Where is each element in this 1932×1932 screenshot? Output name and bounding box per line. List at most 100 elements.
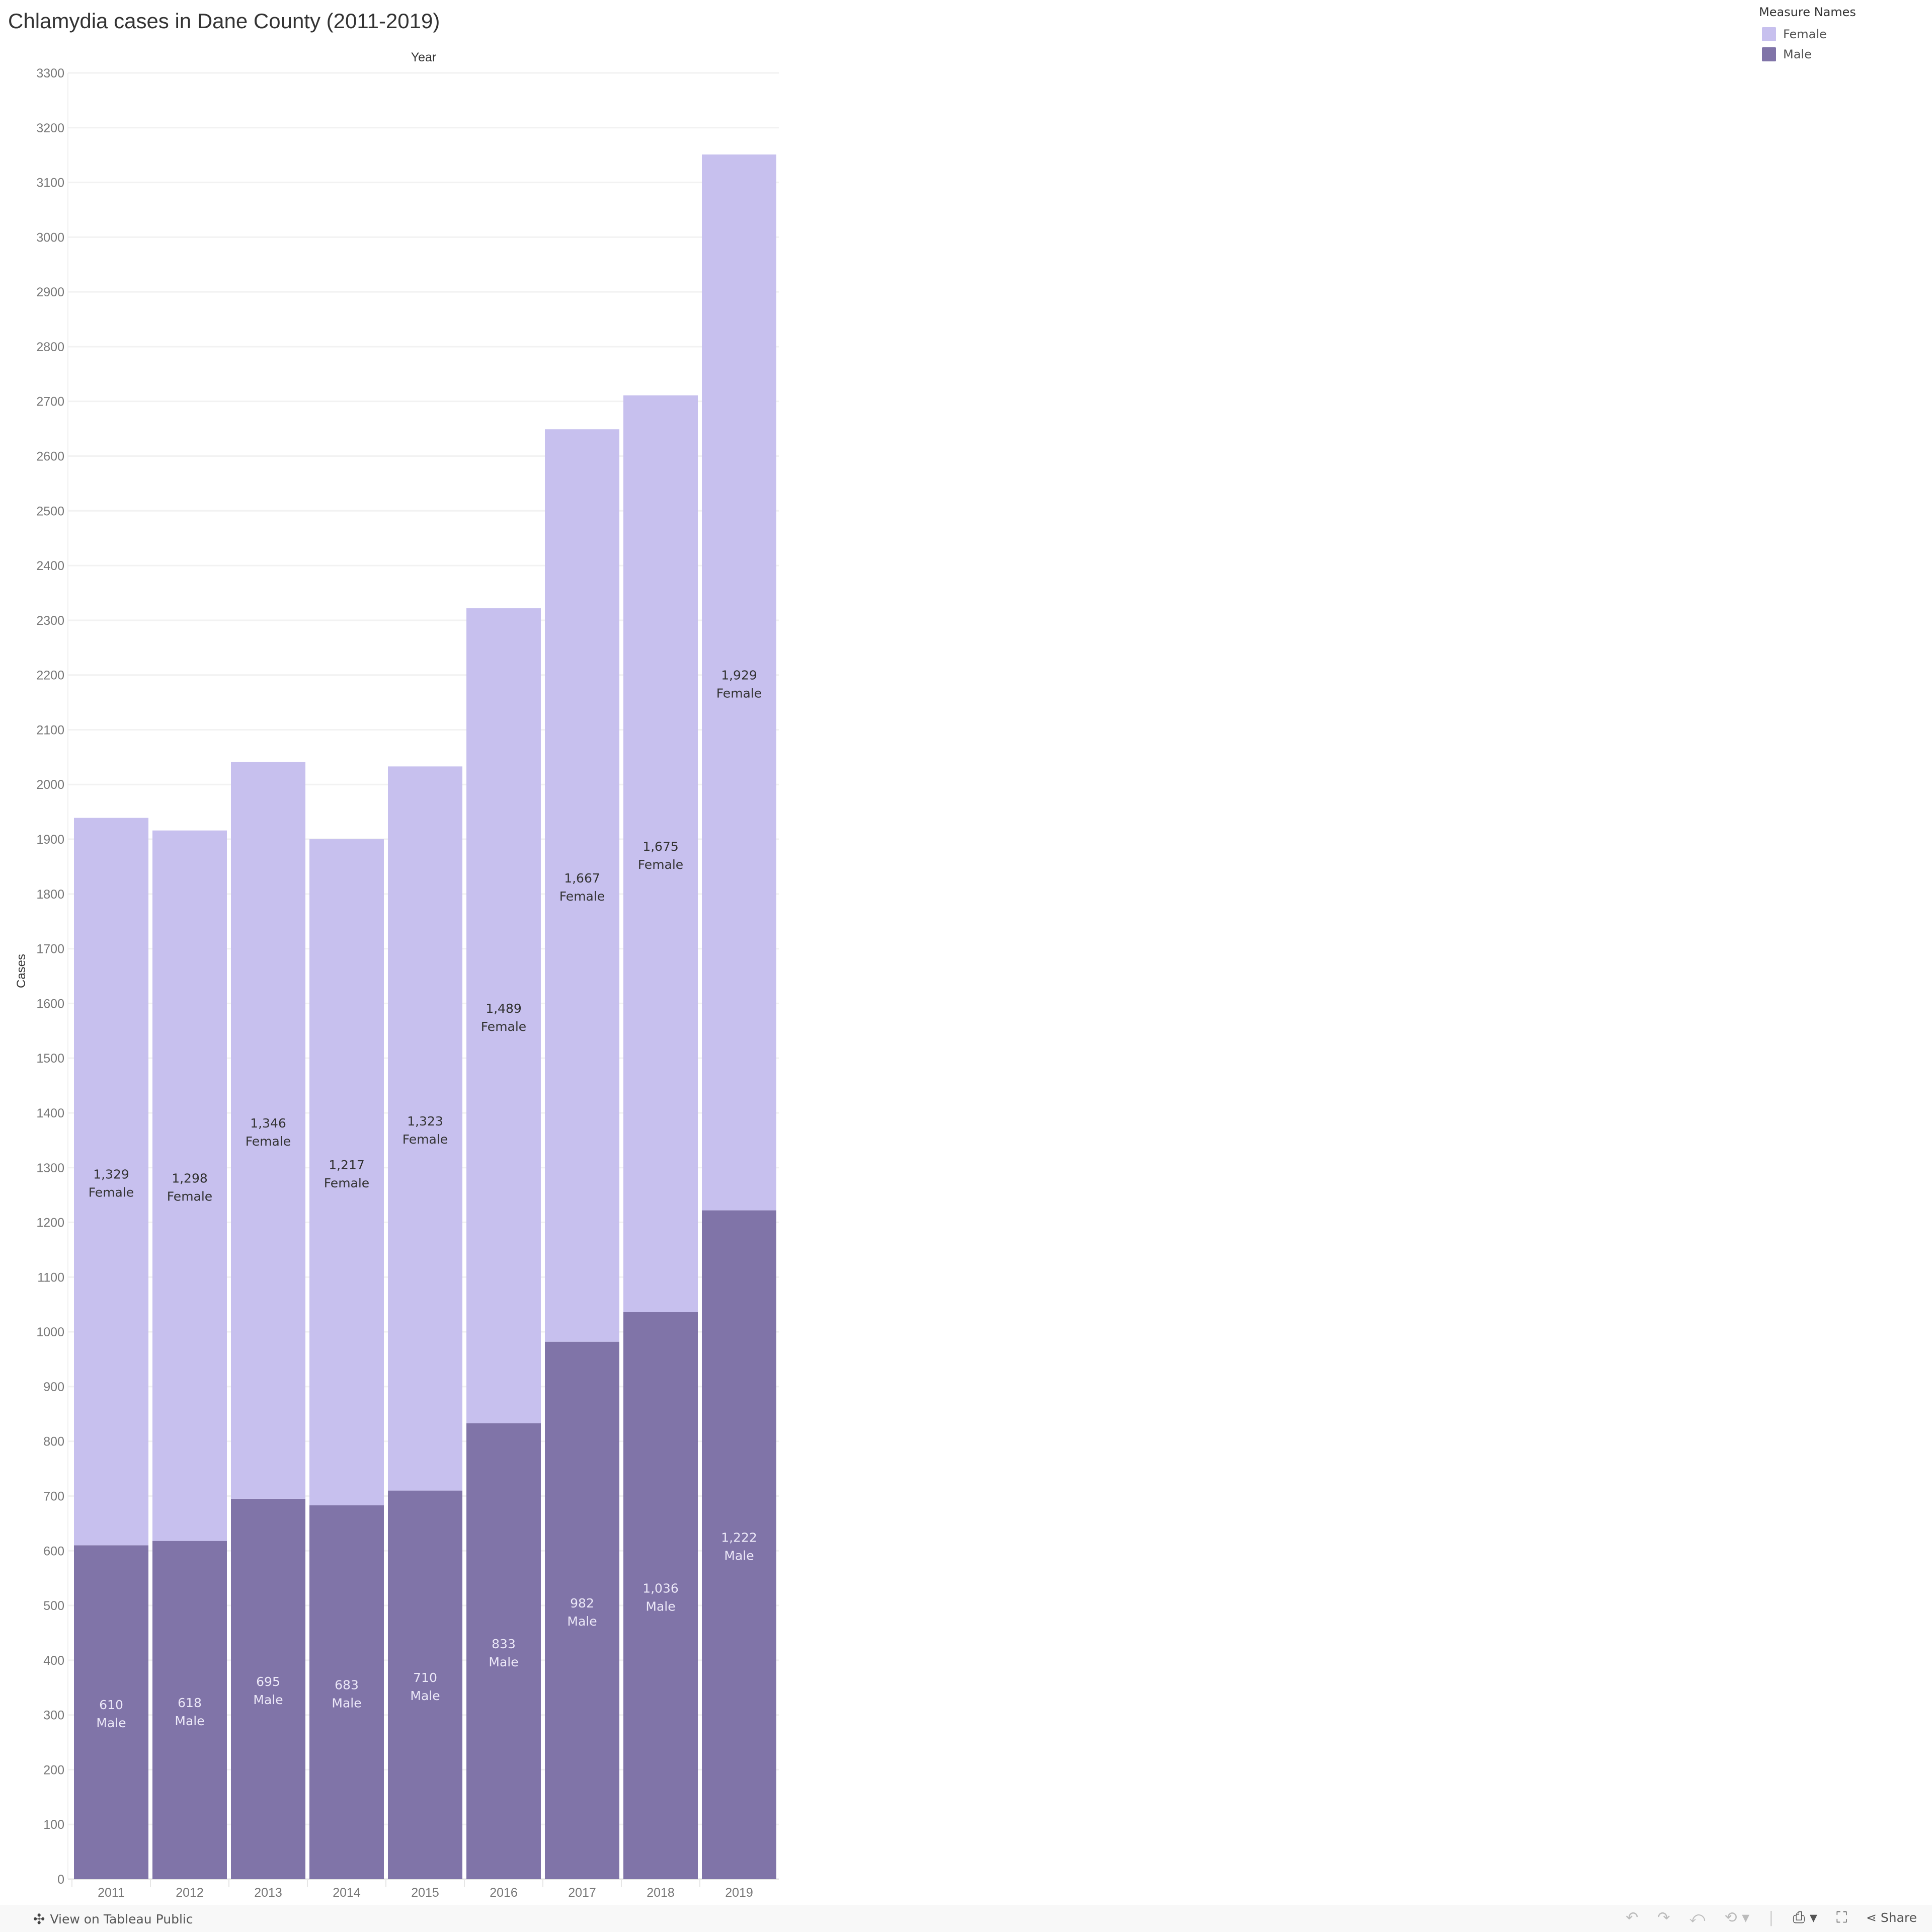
bar-segment-male[interactable] [623, 1312, 698, 1879]
toolbar-divider: | [1768, 1909, 1774, 1926]
data-label-series: Male [646, 1599, 675, 1614]
legend-item-female[interactable]: Female [1759, 24, 1856, 44]
bar-segment-male[interactable] [388, 1490, 462, 1879]
y-tick-label: 1700 [36, 942, 64, 956]
view-on-tableau-link[interactable]: ✣ View on Tableau Public [33, 1911, 193, 1927]
bar-segment-female[interactable] [545, 429, 619, 1342]
y-tick-label: 2300 [36, 614, 64, 628]
data-label-series: Female [324, 1176, 369, 1190]
bar-segment-female[interactable] [152, 830, 227, 1541]
x-tick-label: 2014 [333, 1886, 361, 1900]
data-label-series: Male [489, 1655, 518, 1669]
x-tick-label: 2011 [98, 1886, 125, 1900]
x-tick-label: 2013 [254, 1886, 282, 1900]
y-tick-label: 600 [43, 1544, 64, 1558]
share-icon: ⋖ [1866, 1910, 1881, 1925]
y-axis-title: Cases [15, 954, 28, 988]
data-label-series: Female [481, 1019, 526, 1034]
data-label-value: 1,346 [250, 1116, 286, 1131]
bar-segment-male[interactable] [702, 1210, 776, 1879]
refresh-icon[interactable]: ⟲ ▾ [1724, 1909, 1750, 1926]
y-tick-label: 2500 [36, 504, 64, 518]
data-label-series: Male [410, 1688, 440, 1703]
data-label-value: 1,329 [93, 1167, 129, 1181]
bar-segment-female[interactable] [623, 395, 698, 1312]
data-label-value: 1,298 [172, 1171, 208, 1186]
data-label-series: Male [96, 1716, 126, 1730]
y-tick-label: 2400 [36, 559, 64, 573]
data-label-series: Male [175, 1714, 204, 1728]
x-tick-label: 2018 [647, 1886, 675, 1900]
view-on-tableau-label: View on Tableau Public [50, 1912, 193, 1926]
bar-segment-female[interactable] [231, 762, 305, 1499]
y-tick-label: 800 [43, 1435, 64, 1449]
y-tick-label: 1800 [36, 888, 64, 902]
x-tick-label: 2012 [176, 1886, 204, 1900]
bar-segment-male[interactable] [74, 1545, 148, 1879]
data-label-series: Male [567, 1614, 597, 1629]
x-tick-label: 2016 [490, 1886, 518, 1900]
y-tick-label: 300 [43, 1709, 64, 1723]
bar-segment-female[interactable] [309, 839, 384, 1505]
y-tick-label: 1000 [36, 1325, 64, 1339]
data-label-series: Female [403, 1132, 448, 1147]
y-tick-label: 3300 [36, 66, 64, 80]
bar-segment-female[interactable] [702, 154, 776, 1211]
data-label-series: Female [559, 889, 605, 904]
data-label-value: 710 [413, 1670, 437, 1685]
y-tick-label: 1600 [36, 997, 64, 1011]
legend-swatch-male [1762, 47, 1776, 61]
x-tick-label: 2017 [568, 1886, 596, 1900]
download-icon[interactable]: ⎙ ▾ [1793, 1909, 1817, 1926]
bar-segment-female[interactable] [466, 608, 541, 1423]
bar-segment-male[interactable] [309, 1505, 384, 1879]
footer-toolbar: ✣ View on Tableau Public ↶ ↷ ⤺ ⟲ ▾ | ⎙ ▾… [0, 1905, 1932, 1932]
data-label-series: Female [716, 686, 762, 700]
data-label-value: 683 [335, 1677, 359, 1692]
y-tick-label: 3200 [36, 121, 64, 135]
legend: Measure Names Female Male [1759, 5, 1856, 64]
bar-segment-male[interactable] [152, 1541, 227, 1879]
revert-icon[interactable]: ⤺ [1689, 1909, 1706, 1926]
y-tick-label: 2800 [36, 340, 64, 354]
legend-item-male[interactable]: Male [1759, 44, 1856, 64]
fullscreen-icon[interactable]: ⛶ [1836, 1909, 1847, 1926]
data-label-value: 618 [178, 1696, 202, 1710]
data-label-value: 833 [492, 1637, 516, 1651]
y-tick-label: 900 [43, 1380, 64, 1394]
bar-segment-male[interactable] [466, 1423, 541, 1879]
legend-label-female: Female [1783, 27, 1827, 41]
data-label-series: Female [167, 1189, 212, 1204]
y-tick-label: 200 [43, 1763, 64, 1777]
data-label-series: Female [89, 1185, 134, 1199]
bar-segment-male[interactable] [231, 1498, 305, 1879]
data-label-series: Male [332, 1696, 361, 1710]
x-axis-title: Year [411, 50, 437, 64]
redo-icon[interactable]: ↷ [1657, 1909, 1670, 1926]
tableau-logo-icon: ✣ [33, 1911, 45, 1927]
data-label-value: 1,489 [486, 1001, 522, 1016]
share-button[interactable]: ⋖ Share [1866, 1910, 1917, 1925]
y-tick-label: 1100 [37, 1270, 64, 1284]
bar-segment-female[interactable] [74, 818, 148, 1546]
share-label: Share [1880, 1910, 1917, 1925]
y-tick-label: 2900 [36, 285, 64, 299]
data-label-series: Male [253, 1693, 283, 1707]
undo-icon[interactable]: ↶ [1626, 1909, 1639, 1926]
bar-segment-male[interactable] [545, 1341, 619, 1879]
data-label-series: Female [246, 1134, 291, 1149]
data-label-value: 1,929 [721, 668, 757, 682]
data-label-value: 1,217 [329, 1158, 365, 1172]
y-tick-label: 3100 [36, 176, 64, 190]
y-tick-label: 400 [43, 1654, 64, 1668]
data-label-value: 1,222 [721, 1530, 757, 1545]
y-tick-label: 1400 [36, 1106, 64, 1120]
bar-segment-female[interactable] [388, 766, 462, 1491]
legend-title: Measure Names [1759, 5, 1856, 19]
y-tick-label: 500 [43, 1599, 64, 1613]
data-label-value: 1,323 [407, 1114, 443, 1129]
data-label-value: 695 [256, 1674, 280, 1689]
data-label-value: 1,036 [642, 1581, 679, 1595]
data-label-series: Male [724, 1548, 754, 1563]
